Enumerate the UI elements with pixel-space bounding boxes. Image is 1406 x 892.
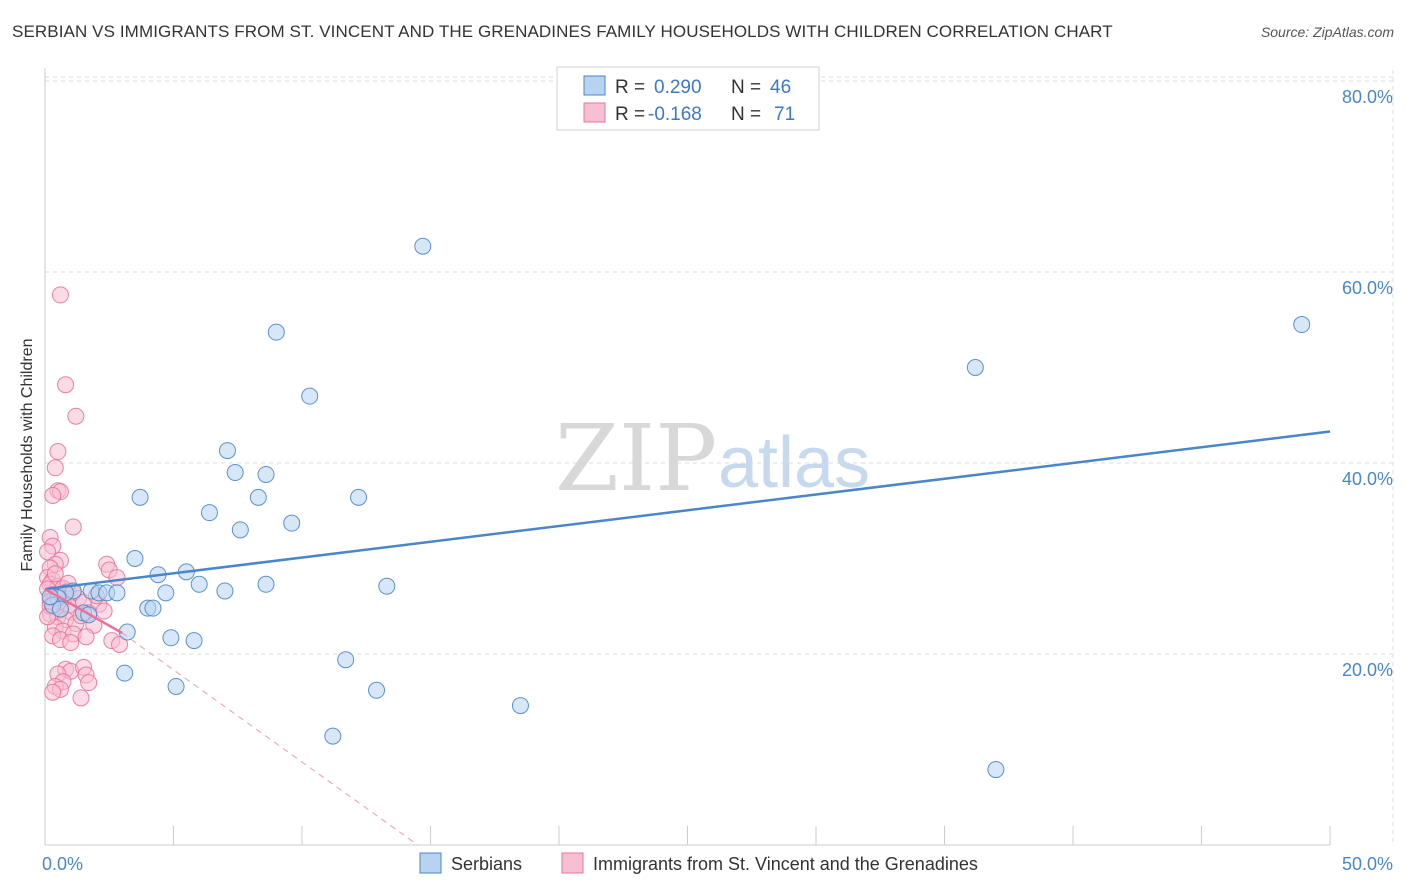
serbians-point-44 — [987, 761, 1005, 779]
serbians-point-13 — [231, 521, 249, 539]
immigrants-trend-extension — [121, 632, 418, 846]
serbians-point-19 — [378, 577, 396, 595]
legend-r-value-serbians: 0.290 — [654, 77, 702, 98]
serbians-point-7 — [257, 465, 275, 483]
immigrants-point-1 — [57, 376, 75, 394]
immigrants-point-60 — [80, 674, 98, 692]
immigrants-point-63 — [44, 683, 62, 701]
axes — [44, 68, 1331, 846]
watermark-zip: ZIP — [555, 405, 717, 512]
watermark: ZIP atlas — [555, 405, 870, 512]
serbians-point-11 — [200, 504, 218, 522]
legend-n-label-serbians: N = — [731, 77, 761, 98]
source-label: Source: ZipAtlas.com — [1260, 24, 1394, 40]
tick-labels: 20.0% 40.0% 60.0% 80.0% 0.0% 50.0% — [42, 87, 1393, 874]
chart-title: SERBIAN VS IMMIGRANTS FROM ST. VINCENT A… — [12, 22, 1113, 41]
serbians-trend-line — [44, 430, 1331, 591]
legend-n-value-serbians: 46 — [770, 77, 791, 98]
y-axis-title: Family Households with Children — [19, 339, 36, 572]
x-tick-label-1: 50.0% — [1342, 854, 1393, 874]
legend-r-label-immigrants: R = — [615, 104, 645, 125]
immigrants-trend-line — [44, 587, 123, 635]
serbians-point-38 — [337, 651, 355, 669]
serbians-point-10 — [350, 488, 368, 506]
gridlines — [45, 70, 1394, 845]
serbians-point-14 — [126, 550, 144, 567]
data-points — [39, 237, 1311, 779]
immigrants-point-70 — [46, 565, 64, 583]
serbians-point-41 — [368, 681, 386, 699]
legend-n-value-immigrants: 71 — [774, 104, 795, 125]
x-tick-label-0: 0.0% — [42, 854, 83, 874]
immigrants-point-8 — [64, 518, 82, 536]
legend-swatch-serbians — [583, 75, 606, 96]
serbians-point-3 — [966, 359, 984, 376]
legend-n-label-immigrants: N = — [731, 104, 761, 125]
serbians-point-4 — [301, 387, 319, 405]
bottom-legend-label-immigrants: Immigrants from St. Vincent and the Gren… — [593, 854, 978, 874]
serbians-point-18 — [257, 575, 275, 593]
bottom-legend-swatch-immigrants — [561, 852, 584, 874]
serbians-point-1 — [1293, 316, 1311, 334]
serbians-point-0 — [414, 237, 432, 255]
serbians-point-26 — [216, 582, 234, 600]
serbians-point-5 — [218, 442, 236, 460]
serbians-point-2 — [267, 323, 285, 341]
serbians-point-25 — [157, 584, 175, 602]
watermark-atlas: atlas — [718, 423, 870, 503]
serbians-point-30 — [51, 600, 69, 618]
serbians-point-40 — [167, 677, 185, 695]
serbians-point-39 — [116, 664, 134, 682]
trend-lines — [44, 430, 1331, 846]
serbians-point-6 — [226, 464, 244, 482]
serbians-point-17 — [190, 575, 208, 593]
immigrants-point-11 — [39, 543, 57, 561]
y-tick-label-1: 40.0% — [1342, 469, 1393, 489]
y-tick-label-3: 80.0% — [1342, 87, 1393, 107]
serbians-point-33 — [144, 599, 162, 617]
serbians-point-37 — [185, 632, 203, 650]
immigrants-point-64 — [72, 689, 90, 707]
immigrants-point-48 — [77, 628, 95, 646]
immigrants-point-3 — [49, 443, 67, 461]
legend-swatch-immigrants — [583, 102, 606, 123]
bottom-legend-label-serbians: Serbians — [451, 854, 522, 874]
immigrants-point-39 — [95, 602, 113, 620]
serbians-point-8 — [131, 488, 149, 506]
bottom-legend: Serbians Immigrants from St. Vincent and… — [419, 852, 978, 874]
legend-r-value-immigrants: -0.168 — [648, 104, 702, 125]
immigrants-point-0 — [51, 286, 69, 304]
legend-r-label-serbians: R = — [615, 77, 645, 98]
y-tick-label-0: 20.0% — [1342, 660, 1393, 680]
serbians-point-12 — [283, 514, 301, 532]
immigrants-point-52 — [62, 634, 80, 652]
serbians-point-24 — [108, 584, 126, 602]
immigrants-point-4 — [46, 459, 64, 477]
immigrants-point-53 — [111, 635, 129, 653]
immigrants-point-2 — [67, 407, 85, 425]
bottom-legend-swatch-serbians — [419, 852, 442, 874]
legend-box: R = 0.290 N = 46 R = -0.168 N = 71 — [556, 66, 820, 131]
serbians-point-36 — [162, 629, 180, 647]
serbians-point-43 — [324, 727, 342, 745]
y-tick-label-2: 60.0% — [1342, 278, 1393, 298]
serbians-point-9 — [249, 488, 267, 506]
serbians-point-42 — [511, 697, 529, 715]
immigrants-point-7 — [44, 486, 62, 504]
immigrants-point-19 — [108, 569, 126, 587]
